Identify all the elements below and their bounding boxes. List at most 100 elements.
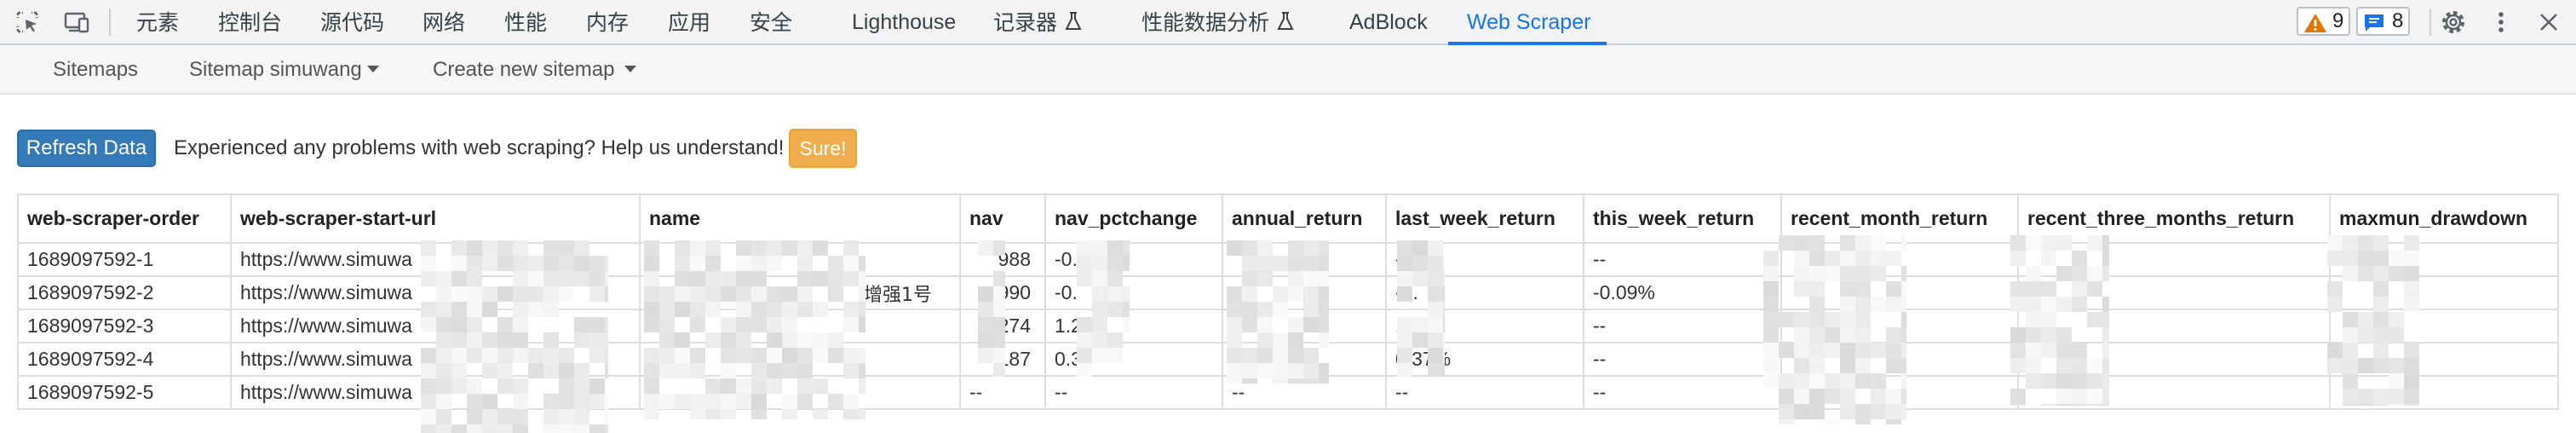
table-cell: -- xyxy=(1385,375,1584,410)
table-cell: -0. xyxy=(1044,275,1223,310)
table-cell xyxy=(639,309,961,344)
table-cell: -- xyxy=(959,375,1046,410)
scraped-data-table: web-scraper-order web-scraper-start-url … xyxy=(17,193,2559,410)
table-cell xyxy=(1780,275,2019,310)
column-header: web-scraper-order xyxy=(17,193,232,244)
column-header: name xyxy=(639,193,961,244)
table-cell xyxy=(2329,309,2559,344)
caret-down-icon xyxy=(624,66,637,73)
table-cell: https://www.simuwa xyxy=(230,375,641,410)
tab-network[interactable]: 网络 xyxy=(423,10,466,35)
tab-recorder-label: 记录器 xyxy=(993,10,1058,35)
table-cell: https://www.simuwa xyxy=(230,342,641,377)
feedback-prompt: Experienced any problems with web scrapi… xyxy=(174,136,785,159)
nav-sitemap-dropdown[interactable]: Sitemap simuwang xyxy=(189,45,379,93)
tab-adblock[interactable]: AdBlock xyxy=(1349,10,1428,34)
table-row: 1689097592-4 https://www.simuwa 187 0.3 … xyxy=(17,342,2559,377)
messages-count: 8 xyxy=(2392,9,2404,32)
table-cell: -0.09% xyxy=(1583,275,1782,310)
table-cell: -- xyxy=(1583,375,1782,410)
tab-web-scraper[interactable]: Web Scraper xyxy=(1467,10,1591,34)
table-cell xyxy=(2017,309,2331,344)
nav-create-sitemap-label: Create new sitemap xyxy=(433,58,615,81)
column-header: recent_month_return xyxy=(1780,193,2019,244)
table-cell: -0. xyxy=(1385,275,1584,310)
tab-performance-insights[interactable]: 性能数据分析 xyxy=(1141,0,1295,43)
table-cell: -- xyxy=(1044,375,1223,410)
warning-icon xyxy=(2304,14,2326,32)
column-header: annual_return xyxy=(1222,193,1387,244)
table-cell: 1.2 xyxy=(1044,309,1223,344)
feedback-sure-button[interactable]: Sure! xyxy=(789,129,857,168)
table-cell xyxy=(2017,242,2331,277)
table-cell: 1689097592-1 xyxy=(17,242,232,277)
table-cell: https://www.simuwa xyxy=(230,242,641,277)
column-header: this_week_return xyxy=(1583,193,1782,244)
table-cell: 988 xyxy=(959,242,1046,277)
gear-icon[interactable] xyxy=(2440,9,2467,36)
table-cell: 1689097592-4 xyxy=(17,342,232,377)
close-icon[interactable] xyxy=(2535,9,2562,36)
column-header: recent_three_months_return xyxy=(2017,193,2331,244)
table-cell: 增强1号 xyxy=(639,275,961,310)
column-header: last_week_return xyxy=(1385,193,1584,244)
table-cell xyxy=(1780,375,2019,410)
messages-badge[interactable]: 8 xyxy=(2356,7,2411,36)
table-cell: -- xyxy=(1583,242,1782,277)
more-vertical-icon[interactable] xyxy=(2487,9,2515,36)
devtools-tab-bar: 元素 控制台 源代码 网络 性能 内存 应用 安全 Lighthouse 记录器… xyxy=(0,0,2576,45)
table-cell xyxy=(1222,309,1387,344)
table-cell: -- xyxy=(1583,342,1782,377)
flask-icon xyxy=(1064,2,1083,47)
table-row: 1689097592-1 https://www.simuwa 988 -0. … xyxy=(17,242,2559,277)
flask-icon xyxy=(1276,2,1295,47)
inspect-element-icon[interactable] xyxy=(14,9,41,36)
tab-recorder[interactable]: 记录器 xyxy=(993,0,1083,43)
column-header: nav_pctchange xyxy=(1044,193,1223,244)
tab-application[interactable]: 应用 xyxy=(668,10,711,35)
table-cell xyxy=(1222,275,1387,310)
tab-elements[interactable]: 元素 xyxy=(136,10,180,35)
tab-performance[interactable]: 性能 xyxy=(504,10,548,35)
web-scraper-nav: Sitemaps Sitemap simuwang Create new sit… xyxy=(0,45,2576,95)
column-header: nav xyxy=(959,193,1046,244)
table-cell: 1.2 xyxy=(1385,309,1584,344)
tab-lighthouse[interactable]: Lighthouse xyxy=(852,10,957,34)
table-row: 1689097592-3 https://www.simuwa 274 1.2 … xyxy=(17,309,2559,344)
column-header: web-scraper-start-url xyxy=(230,193,641,244)
table-cell: 1689097592-2 xyxy=(17,275,232,310)
device-toolbar-icon[interactable] xyxy=(63,9,90,36)
table-row: 1689097592-5 https://www.simuwa -- -- --… xyxy=(17,375,2559,410)
caret-down-icon xyxy=(366,66,379,73)
warnings-badge[interactable]: 9 xyxy=(2297,7,2351,36)
table-cell xyxy=(1222,342,1387,377)
refresh-data-button[interactable]: Refresh Data xyxy=(17,130,156,167)
nav-sitemaps[interactable]: Sitemaps xyxy=(53,58,139,81)
table-cell: -- xyxy=(1222,375,1387,410)
column-header: maxmun_drawdown xyxy=(2329,193,2559,244)
active-tab-indicator xyxy=(1448,42,1607,45)
table-cell xyxy=(2329,342,2559,377)
tab-memory[interactable]: 内存 xyxy=(586,10,630,35)
nav-sitemap-label: Sitemap simuwang xyxy=(189,58,362,81)
table-cell xyxy=(1780,242,2019,277)
table-cell xyxy=(2017,275,2331,310)
table-cell: 0.3 xyxy=(1044,342,1223,377)
tab-console[interactable]: 控制台 xyxy=(218,10,283,35)
table-cell xyxy=(1780,309,2019,344)
table-cell xyxy=(2329,242,2559,277)
table-cell xyxy=(1780,342,2019,377)
table-cell xyxy=(639,375,961,410)
table-cell xyxy=(639,342,961,377)
nav-create-sitemap-dropdown[interactable]: Create new sitemap xyxy=(433,45,637,93)
table-cell xyxy=(2329,275,2559,310)
table-cell xyxy=(2329,375,2559,410)
tab-performance-insights-label: 性能数据分析 xyxy=(1141,10,1270,35)
message-icon xyxy=(2365,14,2383,32)
tab-security[interactable]: 安全 xyxy=(750,10,793,35)
table-row: 1689097592-2 https://www.simuwa 增强1号 990… xyxy=(17,275,2559,310)
table-cell: 0.37% xyxy=(1385,342,1584,377)
tab-sources[interactable]: 源代码 xyxy=(320,10,385,35)
table-cell: -0. xyxy=(1044,242,1223,277)
table-header-row: web-scraper-order web-scraper-start-url … xyxy=(17,193,2559,244)
